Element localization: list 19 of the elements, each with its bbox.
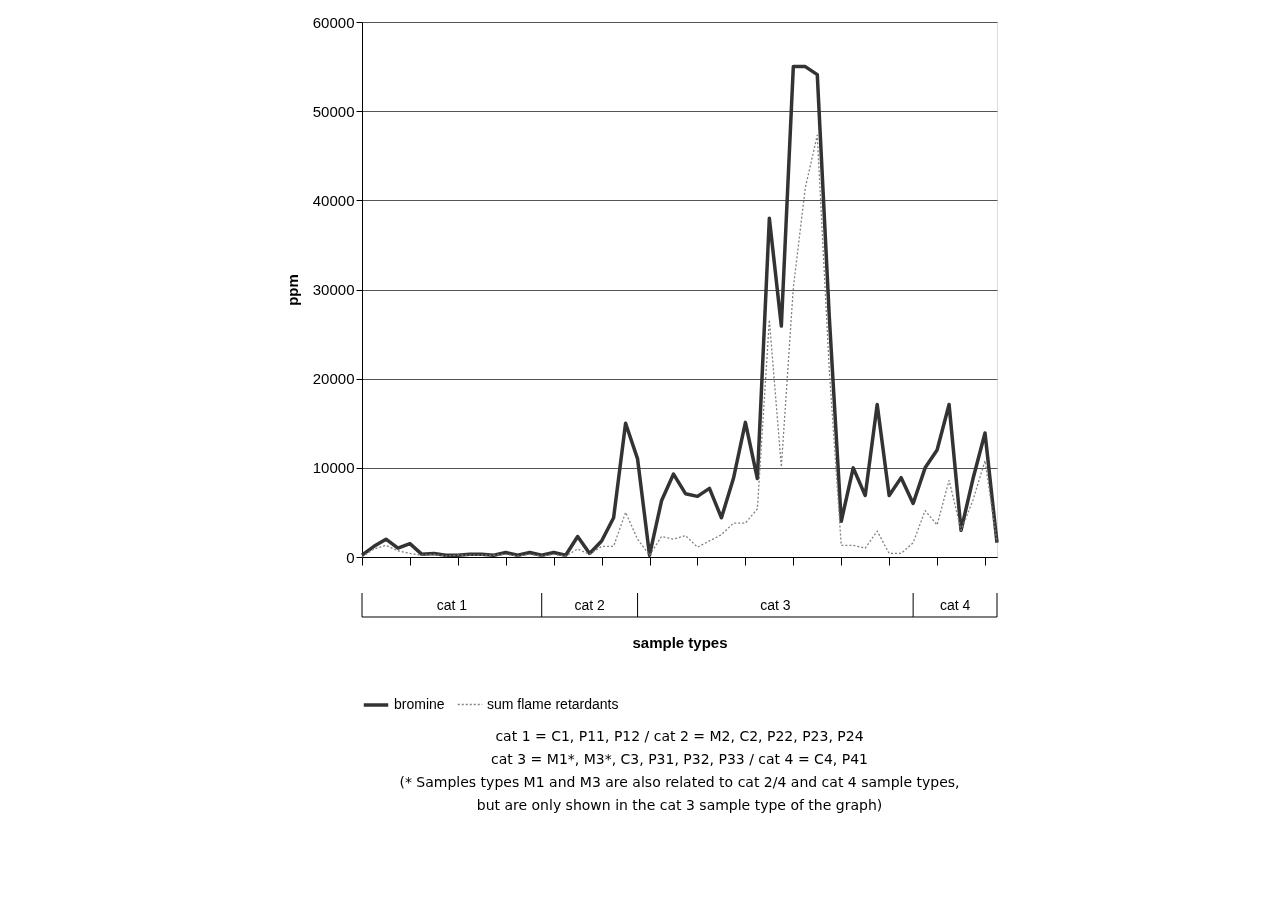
y-tick-label: 30000 [312, 281, 355, 298]
y-tick-label: 0 [346, 548, 355, 566]
legend-label: sum flame retardants [487, 695, 619, 712]
text: cat 3 = M1*, M3*, C3, P31, P32, P33 / cat 4 = C4, P41 [491, 751, 868, 767]
text: cat 2 [574, 597, 606, 613]
text: (* Samples types M1 and M3 are also related to cat 2/4 and cat 4 sample types, [399, 774, 960, 790]
y-axis-title: ppm [283, 274, 301, 306]
x-axis-title: sample types [632, 634, 728, 651]
text: cat 1 [436, 597, 468, 613]
y-tick-label: 10000 [312, 459, 355, 477]
text: but are only shown in the cat 3 sample type of the graph) [476, 797, 883, 813]
y-tick-label: 50000 [312, 102, 355, 120]
y-tick-label: 40000 [312, 191, 355, 209]
text: cat 4 [939, 597, 971, 613]
y-tick-label: 20000 [312, 370, 355, 388]
text: cat 3 [760, 597, 791, 613]
text: cat 1 = C1, P11, P12 / cat 2 = M2, C2, P22, P23, P24 [495, 728, 864, 744]
legend-label: bromine [394, 696, 445, 712]
y-tick-label: 60000 [312, 13, 355, 31]
